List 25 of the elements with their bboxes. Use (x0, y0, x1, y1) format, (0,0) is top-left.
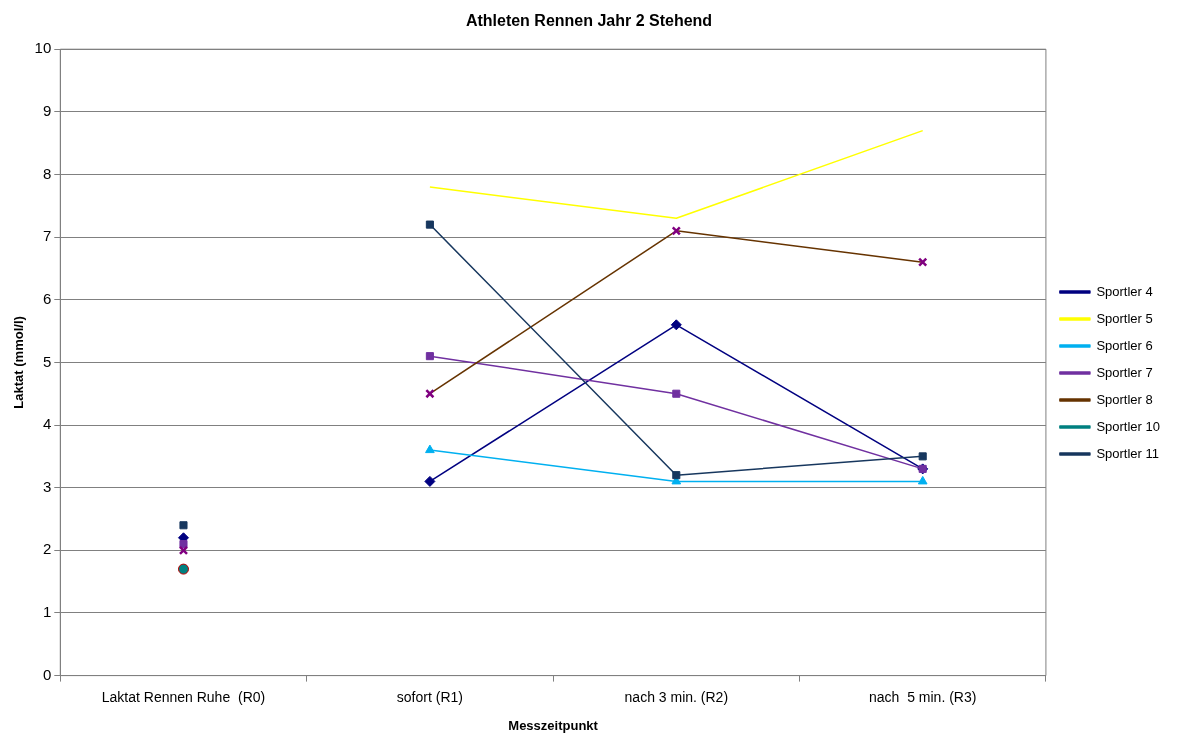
y-tick-label: 9 (42, 101, 52, 119)
x-axis-title: Messzeitpunkt (508, 717, 599, 733)
y-axis-title: Laktat (mmol/l) (11, 316, 27, 409)
legend-label: Sportler 8 (1096, 391, 1153, 407)
y-tick-label: 1 (42, 603, 52, 621)
x-tick-label: Laktat Rennen Ruhe (R0) (101, 688, 266, 705)
chart-title: Athleten Rennen Jahr 2 Stehend (465, 12, 713, 30)
legend-label: Sportler 7 (1096, 364, 1153, 380)
y-tick-label: 6 (42, 289, 52, 307)
legend-label: Sportler 11 (1096, 445, 1160, 461)
x-tick-label: nach 3 min. (R2) (624, 688, 729, 705)
x-tick-label: sofort (R1) (396, 688, 463, 705)
y-tick-label: 7 (42, 227, 52, 245)
y-tick-label: 3 (42, 477, 52, 495)
legend-label: Sportler 6 (1096, 337, 1153, 353)
y-tick-label: 10 (34, 39, 52, 57)
y-tick-label: 0 (42, 665, 52, 683)
y-tick-label: 5 (42, 352, 52, 370)
legend-label: Sportler 4 (1096, 283, 1153, 299)
legend-label: Sportler 10 (1096, 418, 1160, 434)
x-tick-label: nach 5 min. (R3) (869, 688, 977, 705)
y-tick-label: 2 (42, 540, 52, 558)
y-tick-label: 8 (42, 164, 52, 182)
y-tick-label: 4 (42, 415, 52, 433)
legend-label: Sportler 5 (1096, 310, 1153, 326)
